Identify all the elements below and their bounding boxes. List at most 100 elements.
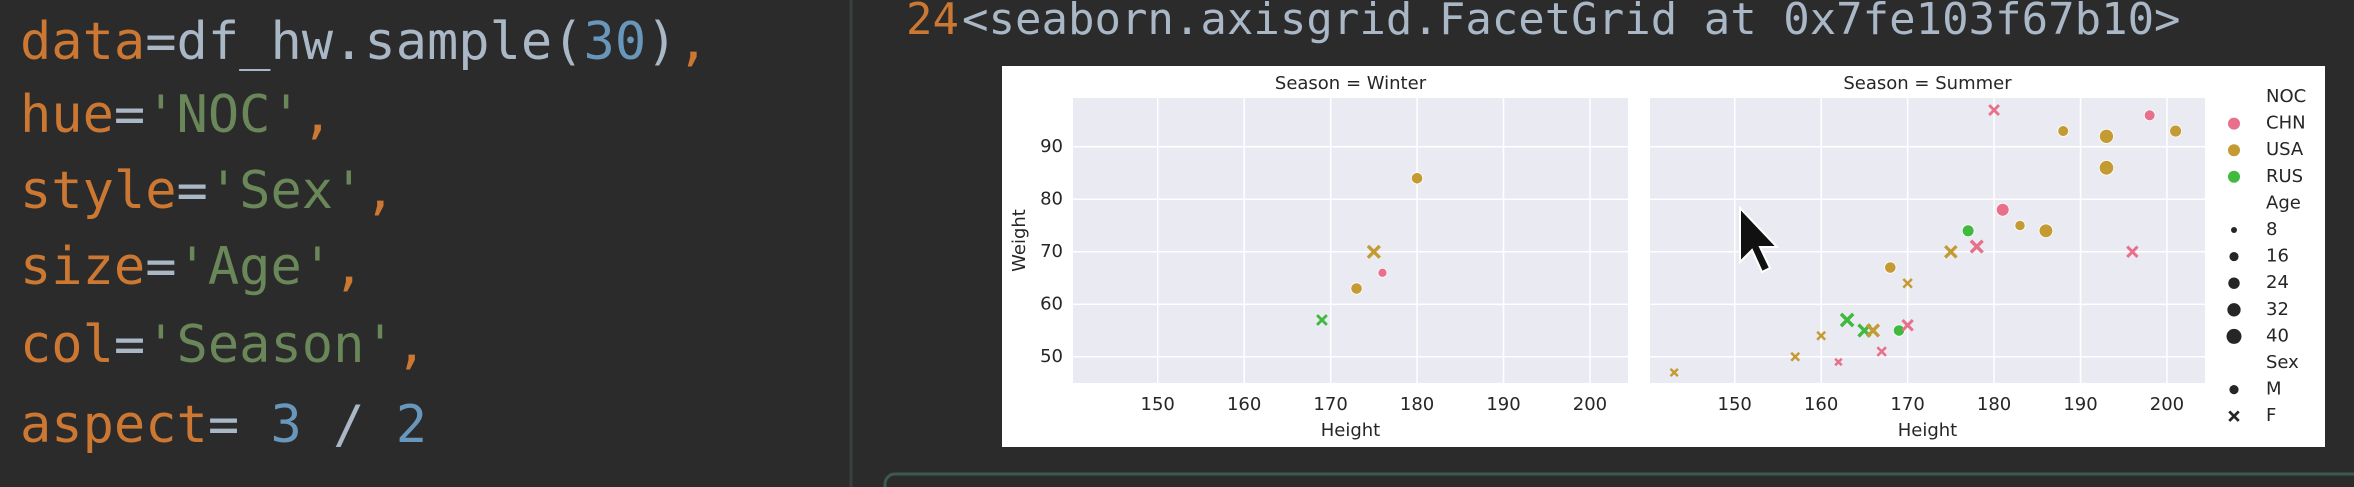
legend-label: 40 [2266, 325, 2289, 346]
code-line: aspect= 3 / 2 [20, 395, 427, 455]
point [1816, 330, 1827, 341]
code-token: = [145, 237, 176, 297]
legend-marker [2227, 303, 2241, 317]
point [1350, 282, 1363, 295]
point [1865, 323, 1881, 338]
legend-label: F [2266, 405, 2276, 426]
point [1944, 244, 1958, 259]
code-token: hue [20, 85, 114, 145]
point [2169, 124, 2182, 138]
cell-number: 24 [906, 0, 959, 45]
code-token: aspect [20, 395, 208, 455]
legend-label: 16 [2266, 246, 2289, 267]
y-tick-label: 80 [1040, 188, 1063, 209]
code-token: = [114, 315, 145, 375]
y-tick-label: 90 [1040, 136, 1063, 157]
point [2098, 160, 2115, 176]
legend-marker [2228, 410, 2240, 422]
code-line: col='Season', [20, 315, 427, 375]
code-editor: data=df_hw.sample(30),hue='NOC',style='S… [20, 12, 709, 455]
x-tick-label: 170 [1313, 394, 1347, 415]
point [1995, 202, 2010, 217]
code-token: 'Season' [145, 315, 395, 375]
legend-marker [2226, 328, 2242, 344]
code-token: size [20, 237, 145, 297]
mouse-cursor [1739, 205, 1780, 274]
code-token: = [114, 85, 145, 145]
legend-title: NOC [2266, 86, 2306, 107]
legend-label: M [2266, 379, 2282, 400]
legend-marker [2229, 252, 2239, 262]
code-line: size='Age', [20, 237, 364, 297]
legend-title: Age [2266, 192, 2301, 213]
x-tick-label: 200 [2150, 394, 2184, 415]
legend-marker [2228, 117, 2240, 130]
code-token: style [20, 161, 177, 221]
legend-label: RUS [2266, 166, 2303, 187]
code-line: data=df_hw.sample(30), [20, 12, 709, 72]
point [1902, 278, 1913, 289]
point [2143, 109, 2156, 122]
code-token: , [364, 161, 395, 221]
y-tick-label: 60 [1040, 293, 1063, 314]
code-token: 2 [396, 395, 427, 455]
next-cell[interactable] [883, 472, 2354, 487]
x-tick-label: 190 [1486, 394, 1520, 415]
code-token: = [177, 161, 208, 221]
x-tick-label: 190 [2063, 394, 2097, 415]
point [2057, 125, 2070, 137]
legend-title: Sex [2266, 352, 2299, 373]
code-token: col [20, 315, 114, 375]
point [2098, 128, 2114, 144]
code-token: 3 [270, 395, 301, 455]
point [1377, 267, 1388, 278]
plot-area [1650, 98, 2205, 383]
x-tick-label: 150 [1718, 394, 1752, 415]
legend-marker [2231, 227, 2237, 233]
point [2014, 219, 2026, 232]
y-tick-label: 50 [1040, 346, 1063, 367]
code-token: 'NOC' [145, 85, 302, 145]
x-tick-label: 160 [1804, 394, 1838, 415]
x-tick-label: 150 [1141, 394, 1175, 415]
point [1839, 312, 1855, 328]
code-token: data [20, 12, 145, 72]
facet-grid: Season = Winter Height Weight 150 160 170 180 1… [1009, 73, 2306, 441]
code-token: 30 [584, 12, 647, 72]
point [1969, 239, 1984, 254]
legend-label: USA [2266, 139, 2304, 160]
legend-marker [2228, 144, 2240, 157]
point [1366, 244, 1381, 259]
x-tick-label: 170 [1890, 394, 1924, 415]
point [1892, 324, 1906, 337]
point [1876, 346, 1887, 357]
code-token: 'Age' [177, 237, 334, 297]
code-line: style='Sex', [20, 161, 396, 221]
point [1790, 351, 1801, 362]
code-token: , [677, 12, 708, 72]
x-tick-label: 180 [1400, 394, 1434, 415]
code-token: ) [646, 12, 677, 72]
point [1961, 224, 1975, 238]
legend-label: 8 [2266, 219, 2277, 240]
point [1988, 104, 2000, 116]
point [2126, 245, 2139, 259]
legend-marker [2228, 277, 2240, 289]
point [1316, 314, 1328, 326]
code-token: 'Sex' [208, 161, 365, 221]
x-axis-label: Height [1898, 420, 1958, 441]
chart-title: Season = Summer [1843, 73, 2012, 94]
output-text: <seaborn.axisgrid.FacetGrid at 0x7fe103f… [962, 0, 2181, 45]
point [1901, 319, 1914, 332]
code-token: / [302, 395, 396, 455]
x-tick-label: 180 [1977, 394, 2011, 415]
chart-title: Season = Winter [1275, 73, 1427, 94]
plot-area [1073, 98, 1628, 383]
point [2038, 223, 2054, 239]
legend-label: CHN [2266, 113, 2306, 134]
y-axis-label: Weight [1009, 209, 1030, 272]
point [1884, 261, 1897, 274]
code-token: , [302, 85, 333, 145]
code-line: hue='NOC', [20, 85, 333, 145]
